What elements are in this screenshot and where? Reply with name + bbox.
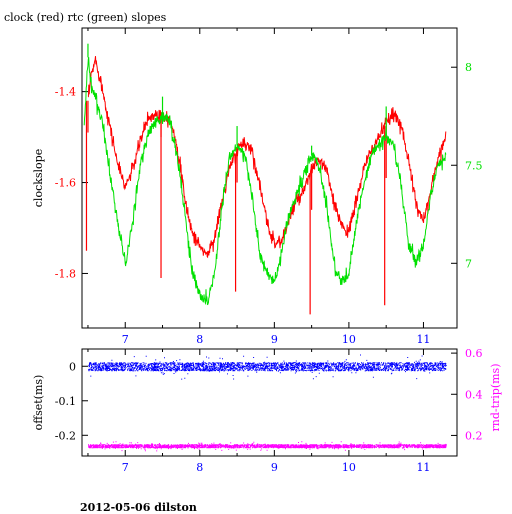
y2-tick-label: 7.5	[465, 159, 483, 172]
y-axis-label: offset(ms)	[32, 375, 45, 431]
bottom-panel: 7 8 9 10 11 0 -0.1 -0.2 0.6 0.4 0.2 offset(ms) rnd-t…	[32, 347, 502, 474]
y-tick-label: 0	[69, 360, 76, 373]
y-tick-label: -0.2	[55, 429, 76, 442]
y2-tick-label: 0.6	[465, 347, 483, 360]
plot-frame	[81, 27, 458, 329]
footer-caption: 2012-05-06 dilston	[80, 501, 197, 514]
y2-tick-label: 0.2	[465, 429, 483, 442]
y2-tick-label: 8	[465, 61, 472, 74]
plot-frame	[81, 348, 458, 457]
x-tick-label: 10	[342, 461, 356, 474]
x-tick-label: 11	[416, 461, 430, 474]
y2-tick-label: 7	[465, 257, 472, 270]
x-tick-label: 7	[122, 333, 129, 346]
y-axis-label: clockslope	[32, 149, 45, 207]
series-line-rtc	[83, 57, 447, 306]
y2-axis-label: rnd-trip(ms)	[489, 364, 502, 432]
plot-area	[83, 43, 447, 315]
y-tick-label: -1.6	[55, 177, 76, 190]
x-tick-label: 10	[342, 333, 356, 346]
x-tick-label: 7	[122, 461, 129, 474]
plot-area	[88, 354, 447, 452]
x-tick-label: 8	[196, 461, 203, 474]
scatter-points-offset	[88, 354, 447, 380]
y-tick-label: -0.1	[55, 395, 76, 408]
x-tick-label: 8	[196, 333, 203, 346]
x-tick-label: 9	[271, 333, 278, 346]
chart-title: clock (red) rtc (green) slopes	[4, 11, 167, 24]
scatter-points-rnd-trip	[88, 441, 447, 452]
y-tick-label: -1.4	[55, 86, 76, 99]
y2-tick-label: 0.4	[465, 388, 483, 401]
y-tick-label: -1.8	[55, 267, 76, 280]
top-panel: 7 8 9 10 11 -1.4 -1.6 -1.8 8 7.5 7 clockslope	[32, 27, 483, 346]
x-tick-label: 9	[271, 461, 278, 474]
x-tick-label: 11	[416, 333, 430, 346]
